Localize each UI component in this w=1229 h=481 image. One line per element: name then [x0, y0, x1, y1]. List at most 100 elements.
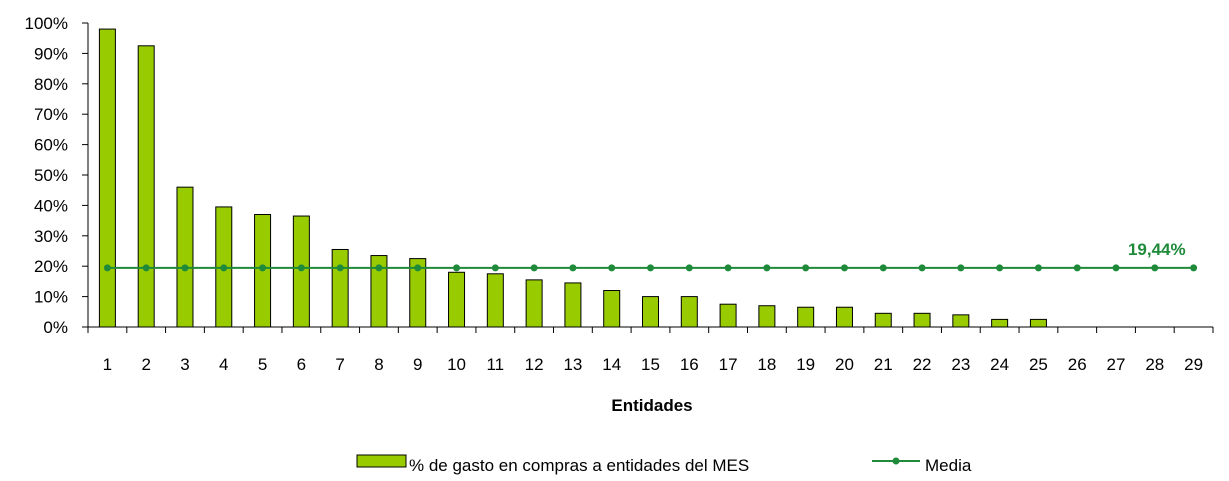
x-tick-label: 21 [874, 355, 893, 374]
bar [835, 306, 853, 328]
mean-marker [336, 264, 344, 272]
x-tick-label: 7 [335, 355, 344, 374]
bar [642, 296, 659, 328]
x-tick-label: 5 [258, 355, 267, 374]
mean-marker [918, 264, 926, 272]
axes [87, 23, 1213, 328]
mean-marker [1190, 264, 1198, 272]
x-tick-label: 25 [1029, 355, 1048, 374]
bar [952, 314, 970, 328]
mean-marker [569, 264, 577, 272]
x-tick-label: 17 [719, 355, 738, 374]
bar [292, 215, 310, 328]
bar [137, 45, 155, 328]
x-tick-label: 10 [447, 355, 466, 374]
x-tick-label: 2 [141, 355, 150, 374]
y-tick-label: 100% [25, 14, 68, 33]
mean-marker [103, 264, 111, 272]
mean-marker [685, 264, 693, 272]
y-tick-label: 30% [34, 227, 68, 246]
mean-marker [1112, 264, 1120, 272]
mean-marker [530, 264, 538, 272]
bar [176, 186, 194, 328]
x-tick-label: 22 [913, 355, 932, 374]
y-tick-label: 70% [34, 105, 68, 124]
mean-marker [142, 264, 150, 272]
mean-marker [1151, 264, 1159, 272]
x-tick-label: 1 [103, 355, 112, 374]
x-tick-label: 14 [602, 355, 621, 374]
x-axis-ticks: 1 2 3 4 5 6 7 8 9 10 11 12 13 14 15 16 17 18 19 20 21 22 23 24 2… [87, 327, 1214, 374]
legend-line-label: Media [925, 456, 972, 475]
bar [448, 271, 466, 328]
bar [603, 290, 621, 328]
y-tick-label: 10% [34, 288, 68, 307]
mean-marker [763, 264, 771, 272]
mean-marker [375, 264, 383, 272]
x-tick-label: 11 [486, 355, 504, 374]
mean-marker [181, 264, 189, 272]
x-tick-label: 15 [641, 355, 660, 374]
y-tick-label: 40% [34, 196, 68, 215]
bar [797, 306, 815, 328]
x-tick-label: 24 [990, 355, 1009, 374]
mean-marker [957, 264, 965, 272]
y-tick-label: 20% [34, 257, 68, 276]
bar [1029, 318, 1047, 328]
x-tick-label: 29 [1184, 355, 1203, 374]
mean-marker [259, 264, 267, 272]
bar [991, 318, 1009, 328]
bars [98, 28, 1047, 328]
x-tick-label: 26 [1068, 355, 1087, 374]
y-axis-ticks: 0% 10% 20% 30% 40% 50% 60% 70% 80% 90% 100% [25, 14, 88, 337]
x-tick-label: 6 [297, 355, 306, 374]
mean-marker [608, 264, 616, 272]
x-tick-label: 28 [1145, 355, 1164, 374]
bar [874, 312, 892, 328]
bar [331, 248, 349, 328]
legend-bar-swatch [356, 454, 407, 468]
y-tick-label: 50% [34, 166, 68, 185]
mean-marker [1034, 264, 1042, 272]
bar [525, 279, 543, 328]
mean-marker [1073, 264, 1081, 272]
y-tick-label: 0% [43, 318, 68, 337]
mean-marker [724, 264, 732, 272]
x-tick-label: 16 [680, 355, 699, 374]
mean-marker [453, 264, 461, 272]
x-tick-label: 27 [1107, 355, 1126, 374]
mean-marker [220, 264, 228, 272]
x-tick-label: 9 [413, 355, 422, 374]
x-axis-title: Entidades [611, 396, 692, 415]
x-tick-label: 19 [796, 355, 815, 374]
y-tick-label: 90% [34, 44, 68, 63]
mean-annotation: 19,44% [1128, 240, 1186, 259]
x-tick-label: 4 [219, 355, 228, 374]
mean-marker [840, 264, 848, 272]
bar [719, 303, 737, 328]
bar [486, 273, 504, 328]
mean-line-group [103, 264, 1198, 272]
mean-marker [879, 264, 887, 272]
bar [680, 296, 698, 328]
mean-marker [996, 264, 1004, 272]
mean-marker [491, 264, 499, 272]
x-tick-label: 23 [951, 355, 970, 374]
bar [564, 282, 582, 328]
legend-bar-label: % de gasto en compras a entidades del ME… [409, 456, 749, 475]
bar [98, 28, 116, 328]
bar [758, 305, 776, 328]
x-tick-label: 18 [757, 355, 776, 374]
mean-marker [647, 264, 654, 272]
x-tick-label: 13 [563, 355, 582, 374]
x-tick-label: 8 [374, 355, 383, 374]
x-tick-label: 12 [525, 355, 544, 374]
mean-marker [802, 264, 810, 272]
x-tick-label: 20 [835, 355, 854, 374]
y-tick-label: 60% [34, 136, 68, 155]
x-tick-label: 3 [180, 355, 189, 374]
mean-marker [297, 264, 305, 272]
bar [913, 312, 931, 328]
legend-line-marker [892, 457, 900, 465]
